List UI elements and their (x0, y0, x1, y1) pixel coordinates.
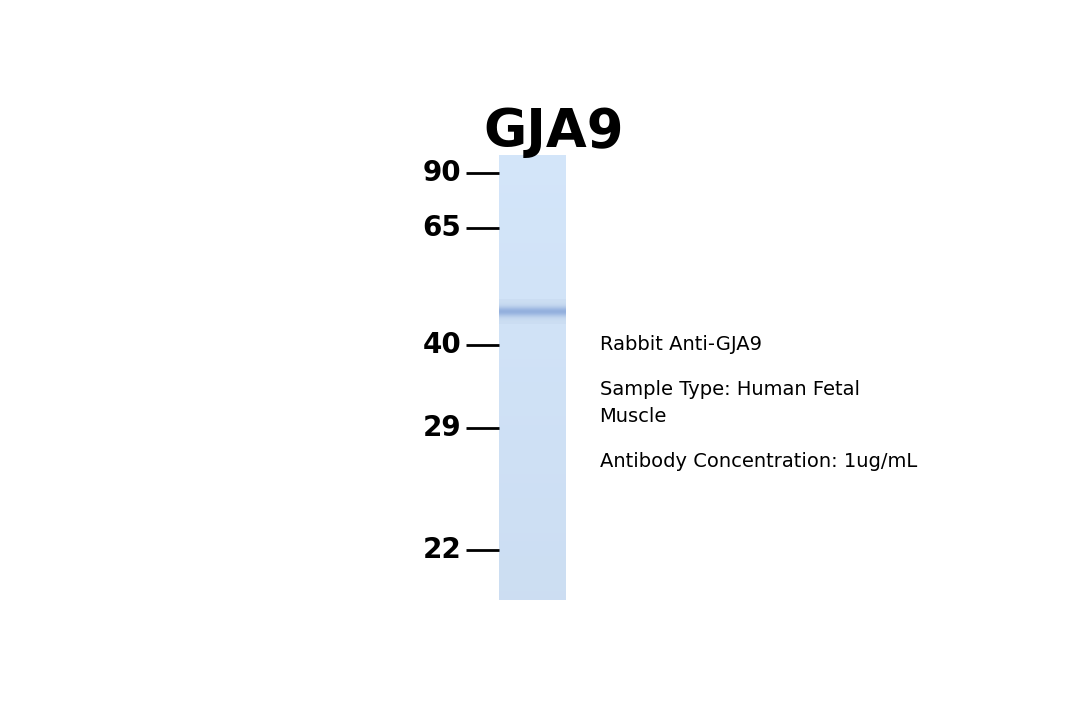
Text: Muscle: Muscle (599, 407, 667, 426)
Text: 22: 22 (422, 536, 461, 564)
Text: Antibody Concentration: 1ug/mL: Antibody Concentration: 1ug/mL (599, 452, 917, 471)
Text: 40: 40 (422, 331, 461, 358)
Text: GJA9: GJA9 (483, 106, 624, 158)
Text: Rabbit Anti-GJA9: Rabbit Anti-GJA9 (599, 335, 761, 354)
Text: 29: 29 (422, 414, 461, 442)
Text: 65: 65 (422, 214, 461, 242)
Text: 90: 90 (422, 159, 461, 187)
Text: Sample Type: Human Fetal: Sample Type: Human Fetal (599, 379, 860, 399)
